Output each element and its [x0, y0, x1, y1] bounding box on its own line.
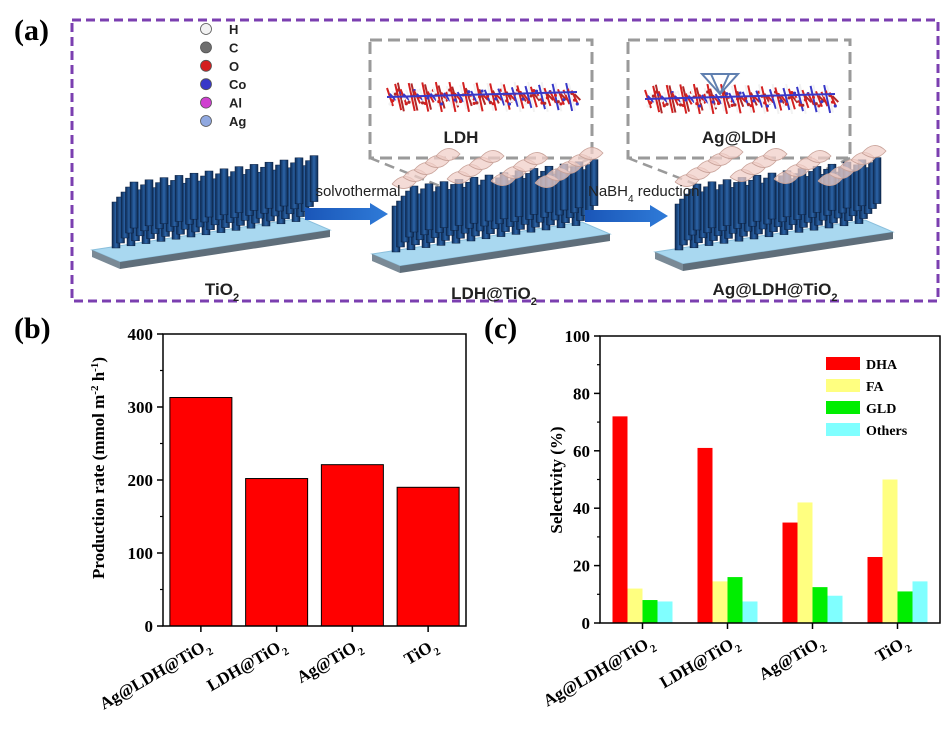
agldh-inset [626, 38, 852, 188]
inset-ldh-label: LDH [444, 128, 479, 147]
production-y-tick-label-0: 0 [145, 617, 154, 636]
substrate-ag-ldh-tio2-label: Ag@LDH@TiO2 [713, 280, 838, 304]
atom-o-marker [200, 59, 212, 72]
step2-label: NaBH4 reduction [588, 183, 699, 205]
atom-al-label: Al [229, 96, 242, 111]
substrate-ldh-tio2-label: LDH@TiO2 [451, 284, 537, 308]
production-x-label-2: Ag@TiO2 [293, 635, 367, 692]
solvothermal-arrow [305, 203, 388, 225]
production-x-label-0: Ag@LDH@TiO2 [96, 635, 216, 718]
atom-ag-marker [200, 115, 212, 127]
production-y-tick-label-4: 400 [128, 325, 154, 344]
atom-al-marker [200, 96, 212, 109]
production-bar-1 [245, 478, 309, 627]
production-y-tick-label-1: 100 [128, 544, 154, 563]
atom-legend: HCO Co Al Ag [200, 22, 246, 129]
panel-a-letter: (a) [14, 14, 49, 47]
panel-c-letter: (c) [484, 312, 518, 345]
substrate-tio2-label: TiO2 [205, 280, 239, 304]
agldh-lattice-image [644, 83, 840, 115]
atom-h-marker [200, 23, 212, 35]
step1-label: solvothermal [315, 183, 400, 200]
atom-o-label: O [229, 59, 239, 74]
production-y-tick-label-2: 200 [128, 471, 154, 490]
ldh-inset [368, 38, 594, 188]
inset-agldh-label: Ag@LDH [702, 128, 776, 147]
panel-b-letter: (b) [14, 312, 51, 345]
atom-h-label: H [229, 22, 238, 37]
ag-ldh-tio2-substrate-image [653, 145, 895, 271]
production-rate-y-axis-label: Production rate (mmol m-2 h-1) [89, 357, 108, 579]
synthesis-scheme: HCO Co Al Ag LDH Ag@LDH solvothermal NaBH4 … [70, 18, 940, 308]
production-x-label-1: LDH@TiO2 [204, 635, 292, 700]
reduction-arrow [585, 205, 668, 227]
production-x-label-3: TiO2 [401, 635, 443, 673]
atom-c-label: C [229, 40, 239, 55]
atom-co-label: Co [229, 77, 246, 92]
production-y-tick-label-3: 300 [128, 398, 154, 417]
ag-cluster-icon [699, 73, 741, 96]
tio2-substrate-image [90, 155, 332, 269]
atom-c-marker [200, 41, 212, 54]
atom-ag-label: Ag [229, 114, 246, 129]
production-bar-3 [396, 486, 460, 627]
atom-co-marker [200, 78, 212, 91]
production-bar-0 [169, 397, 233, 627]
production-bar-2 [320, 464, 384, 627]
ldh-tio2-substrate-image [370, 147, 612, 273]
ldh-lattice-image [386, 81, 582, 113]
